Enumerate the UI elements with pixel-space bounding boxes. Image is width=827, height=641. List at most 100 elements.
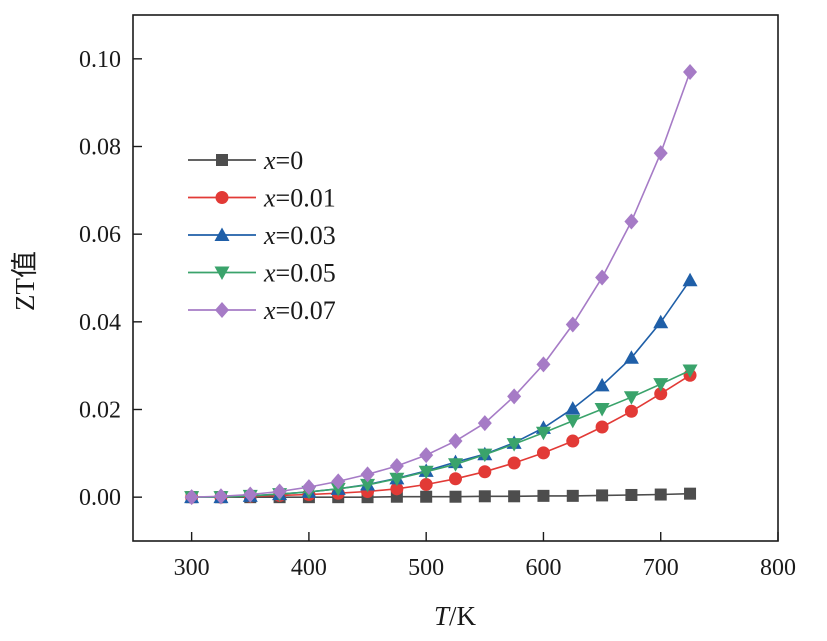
data-point (331, 473, 346, 490)
legend-label-value: =0.07 (276, 296, 336, 325)
data-point (654, 488, 667, 501)
x-tick-label: 400 (291, 555, 327, 581)
legend-swatch-marker (214, 227, 230, 241)
y-tick-label: 0.04 (79, 310, 121, 336)
series-4 (184, 63, 698, 506)
data-point (330, 482, 346, 497)
data-point (682, 272, 698, 287)
data-point (508, 490, 521, 503)
data-point (477, 448, 493, 463)
data-point (449, 472, 462, 486)
y-axis-title: ZT值 (10, 251, 40, 311)
x-axis-title: T/K (434, 601, 477, 631)
x-axis-ticks: 300 400 500 600 700 800 (174, 532, 796, 581)
legend-label-value: =0.01 (276, 184, 336, 213)
plot-frame (132, 14, 779, 542)
y-tick-label: 0.10 (79, 47, 121, 73)
y-axis-ticks: 0.00 0.02 0.04 0.06 0.08 0.10 (79, 47, 142, 511)
y-tick-label: 0.06 (79, 222, 121, 248)
data-point (566, 489, 579, 502)
series-line (191, 374, 691, 499)
data-point (623, 391, 639, 405)
data-point (213, 488, 228, 505)
data-point (594, 403, 610, 417)
data-point (594, 377, 610, 392)
data-point (535, 426, 551, 441)
legend-swatch-marker (214, 266, 230, 280)
legend-item: x=0.01 (188, 184, 336, 213)
legend-item: x=0.03 (188, 221, 336, 250)
x-tick-label: 800 (760, 555, 796, 581)
data-point (419, 447, 434, 464)
series-1 (185, 368, 697, 504)
series-line (191, 369, 691, 499)
data-point (566, 434, 580, 448)
data-point (419, 477, 433, 491)
series-layer (184, 63, 698, 506)
data-point (536, 446, 550, 460)
legend-label-value: =0.03 (276, 221, 336, 250)
legend-label: x=0.01 (263, 184, 336, 213)
data-point (418, 465, 434, 480)
data-point (448, 433, 463, 450)
legend-label-value: =0 (276, 146, 304, 175)
data-point (537, 489, 550, 502)
y-tick-label: 0.00 (79, 485, 121, 511)
data-point (565, 316, 580, 333)
y-tick-label: 0.02 (79, 398, 121, 424)
data-point (653, 145, 668, 162)
data-point (184, 489, 199, 506)
data-point (623, 350, 639, 364)
legend-label-variable: x (263, 184, 276, 213)
data-point (478, 490, 491, 503)
x-tick-label: 300 (174, 555, 210, 581)
data-point (506, 438, 522, 452)
data-point (595, 269, 610, 286)
data-point (653, 378, 669, 392)
legend-label-variable: x (263, 146, 276, 175)
data-point (683, 63, 698, 80)
data-point (624, 213, 639, 230)
data-point (682, 364, 698, 378)
data-point (420, 490, 433, 503)
data-point (360, 466, 375, 483)
data-point (360, 478, 376, 493)
legend-label: x=0 (263, 146, 303, 175)
legend-label: x=0.03 (263, 221, 336, 250)
data-point (624, 404, 638, 418)
data-point (507, 456, 521, 470)
data-point (449, 490, 462, 503)
x-axis-title-variable: T (434, 601, 451, 631)
legend: x=0x=0.01x=0.03x=0.05x=0.07 (188, 146, 336, 325)
x-tick-label: 600 (525, 555, 561, 581)
legend-item: x=0.05 (188, 259, 336, 288)
legend-label: x=0.05 (263, 259, 336, 288)
data-point (596, 489, 609, 502)
data-point (653, 314, 669, 329)
data-point (565, 414, 581, 429)
data-point (477, 415, 492, 432)
legend-swatch-marker (216, 154, 228, 166)
data-point (565, 401, 581, 415)
data-point (625, 488, 638, 501)
legend-label-variable: x (263, 296, 276, 325)
data-point (654, 387, 668, 401)
data-point (478, 465, 492, 479)
data-point (507, 388, 522, 405)
x-tick-label: 700 (643, 555, 679, 581)
x-tick-label: 500 (408, 555, 444, 581)
data-point (390, 482, 404, 496)
legend-swatch-marker (215, 302, 229, 318)
legend-item: x=0.07 (188, 296, 336, 325)
series-3 (184, 364, 698, 505)
data-point (272, 483, 287, 500)
legend-swatch-marker (215, 191, 229, 204)
data-point (684, 487, 697, 500)
x-axis-title-unit: /K (449, 601, 477, 631)
data-point (301, 479, 316, 496)
data-point (595, 420, 609, 434)
data-point (243, 486, 258, 503)
data-point (448, 458, 463, 472)
data-point (536, 356, 551, 373)
